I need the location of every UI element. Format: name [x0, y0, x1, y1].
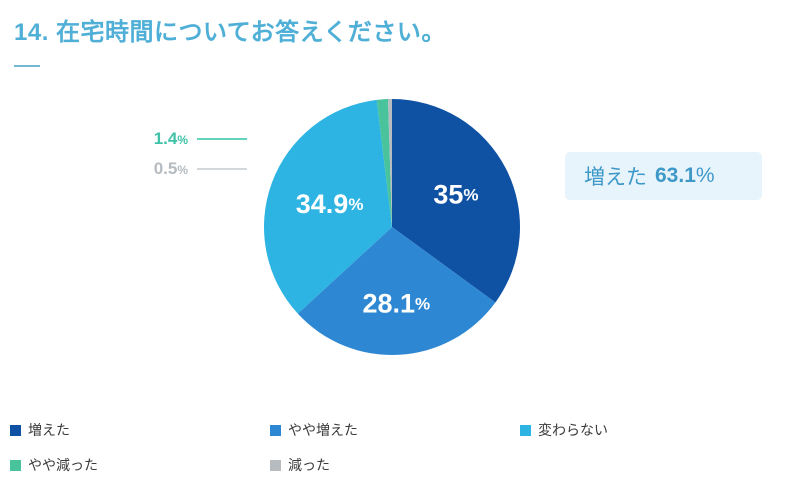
legend-swatch	[10, 424, 21, 436]
outside-label-value: 0.5	[153, 159, 178, 178]
outside-label-yaya-hetta: 1.4%	[128, 130, 188, 149]
legend-label: 変わらない	[538, 422, 608, 438]
pie-slice-1	[392, 99, 520, 303]
question-title: 14. 在宅時間についてお答えください。	[14, 19, 446, 46]
slice-value-label: 35%	[433, 180, 478, 210]
legend-swatch	[270, 424, 281, 436]
legend-item-2: やや増えた	[270, 422, 520, 438]
legend-label: やや減った	[28, 457, 98, 473]
slice-value-label: 34.9%	[296, 189, 364, 219]
outside-label-value: 1.4	[153, 129, 178, 148]
pie-slice-4	[376, 99, 392, 227]
title-underline	[14, 65, 40, 67]
percent-sign: %	[177, 163, 188, 177]
leader-line-yaya-hetta	[197, 138, 247, 140]
callout-value: 63.1	[655, 164, 696, 187]
legend-swatch	[10, 459, 21, 471]
legend-label: 減った	[288, 457, 330, 473]
callout-badge: 増えた 63.1 %	[565, 152, 762, 200]
slice-value-label: 28.1%	[362, 289, 430, 319]
legend: 増えた やや増えた 変わらないやや減った 減った	[10, 422, 770, 473]
legend-swatch	[270, 459, 281, 471]
pie-slice-3	[263, 99, 392, 314]
legend-label: やや増えた	[288, 422, 358, 438]
percent-sign: %	[177, 133, 188, 147]
pie-slice-2	[297, 227, 496, 355]
legend-label: 増えた	[28, 422, 70, 438]
legend-item-4: やや減った	[10, 457, 270, 473]
legend-item-3: 変わらない	[520, 422, 770, 438]
pie-slice-5	[387, 98, 392, 227]
legend-item-5: 減った	[270, 457, 520, 473]
leader-line-hetta	[197, 168, 247, 170]
outside-label-hetta: 0.5%	[128, 160, 188, 179]
pie-chart: 35% 28.1% 34.9%	[263, 98, 520, 355]
callout-category: 増えた	[584, 166, 647, 189]
legend-item-1: 増えた	[10, 422, 270, 438]
percent-sign: %	[695, 164, 715, 187]
legend-swatch	[520, 424, 531, 436]
